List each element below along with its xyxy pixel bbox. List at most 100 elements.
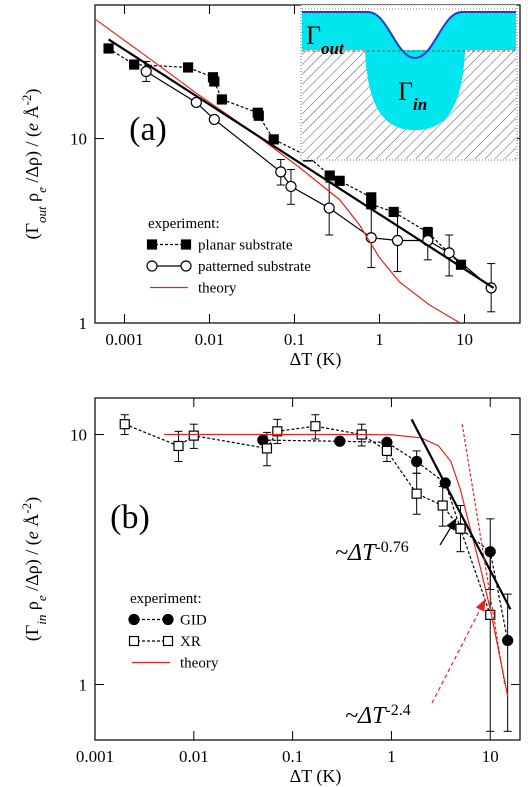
series-line xyxy=(262,439,509,641)
panel-label: (a) xyxy=(129,111,167,148)
legend-item: patterned substrate xyxy=(146,259,311,275)
marker xyxy=(381,445,393,457)
legend-label: patterned substrate xyxy=(198,259,311,275)
x-tick-label: 1 xyxy=(375,330,384,349)
frame xyxy=(94,397,521,741)
x-axis-label: ΔT (K) xyxy=(290,766,342,787)
x-tick-label: 10 xyxy=(482,747,499,766)
marker xyxy=(190,96,202,109)
legend-label: theory xyxy=(198,281,237,297)
marker xyxy=(209,76,220,87)
inset-subscript: out xyxy=(321,39,345,58)
fit-line xyxy=(410,418,512,610)
y-axis-label-part: ) xyxy=(22,497,43,503)
marker xyxy=(285,180,297,193)
marker xyxy=(119,419,130,430)
marker xyxy=(146,260,158,272)
marker xyxy=(411,455,423,468)
marker xyxy=(208,113,220,126)
marker xyxy=(334,175,345,186)
marker xyxy=(323,202,335,214)
series-line xyxy=(124,423,491,616)
annotation-exponent: -2.4 xyxy=(385,702,410,719)
y-tick-label: 1 xyxy=(79,676,88,695)
panel-label: (b) xyxy=(110,499,150,536)
marker xyxy=(253,110,264,121)
legend-item: theory xyxy=(132,656,219,672)
x-tick-label: 0.1 xyxy=(282,747,303,766)
marker xyxy=(272,426,283,437)
legend-label: planar substrate xyxy=(198,238,293,254)
annotation-text: ~ΔT xyxy=(345,703,387,729)
marker xyxy=(173,440,184,452)
y-axis-label-part: Å xyxy=(22,514,42,532)
inset-symbol: Γ xyxy=(306,21,321,50)
y-axis-label-part: ) xyxy=(22,89,43,95)
liquid-fill xyxy=(365,50,465,130)
marker xyxy=(182,62,194,73)
marker xyxy=(324,170,335,181)
legend-item: GID xyxy=(128,613,207,629)
marker xyxy=(103,43,114,54)
legend-item: theory xyxy=(150,281,237,297)
marker xyxy=(216,94,227,105)
y-axis-label-part: ρ xyxy=(22,601,42,615)
error-bar xyxy=(503,593,512,732)
y-tick-label: 10 xyxy=(70,426,87,445)
x-tick-label: 0.1 xyxy=(284,330,305,349)
marker xyxy=(162,635,174,647)
inset-label: Γout xyxy=(306,21,345,58)
marker xyxy=(129,59,140,70)
y-axis-label-part: in xyxy=(34,615,49,625)
y-axis-label-part: ρ xyxy=(22,193,42,207)
marker xyxy=(140,65,152,78)
plot-1: 0.001 0.01 0.1 1 10 1 10 ΔT (K) (Γin ρe /Δρ) / (… xyxy=(19,397,521,787)
surface xyxy=(302,11,516,60)
annotation-text: ~ΔT xyxy=(335,540,377,566)
y-axis-label-part: /Δρ) / ( xyxy=(22,539,43,595)
legend-title: experiment: xyxy=(148,216,220,232)
y-axis-label-part: e xyxy=(34,187,49,193)
y-axis-label-part: -2 xyxy=(19,95,34,106)
y-tick-label: 10 xyxy=(70,130,87,149)
y-axis-label-part: out xyxy=(34,206,49,223)
y-axis-label-part: /Δρ) / ( xyxy=(22,131,43,187)
marker xyxy=(502,634,514,647)
x-tick-label: 0.01 xyxy=(179,747,209,766)
y-axis-label-part: e xyxy=(34,595,49,601)
x-tick-label: 0.01 xyxy=(195,330,225,349)
y-axis-label-part: e xyxy=(22,123,42,131)
annotation: ~ΔT-2.4 xyxy=(345,702,411,730)
marker xyxy=(391,234,404,247)
fit-line xyxy=(461,424,506,685)
marker xyxy=(268,134,279,145)
x-tick-label: 10 xyxy=(456,330,473,349)
legend-label: XR xyxy=(180,634,201,650)
marker xyxy=(180,239,192,250)
annotation-arrow xyxy=(439,517,457,546)
inset-subscript: in xyxy=(413,95,427,114)
y-axis-label-part: Å xyxy=(22,105,42,123)
inset-label: Γin xyxy=(398,77,427,114)
legend-item: planar substrate xyxy=(146,238,293,254)
error-bar xyxy=(486,554,495,732)
y-axis-label-part: (Γ xyxy=(22,625,43,641)
x-tick-label: 1 xyxy=(387,747,396,766)
marker xyxy=(261,443,273,454)
legend-item: XR xyxy=(128,634,201,650)
y-axis-label-part: (Γ xyxy=(22,223,43,239)
marker xyxy=(128,613,140,626)
legend-label: theory xyxy=(180,656,219,672)
marker xyxy=(275,166,287,178)
fit-line xyxy=(107,38,495,289)
annotation-exponent: -0.76 xyxy=(375,539,408,556)
marker xyxy=(310,421,321,432)
x-tick-label: 0.001 xyxy=(76,747,114,766)
marker xyxy=(180,260,192,272)
marker xyxy=(334,435,346,447)
inset-symbol: Γ xyxy=(398,77,413,106)
